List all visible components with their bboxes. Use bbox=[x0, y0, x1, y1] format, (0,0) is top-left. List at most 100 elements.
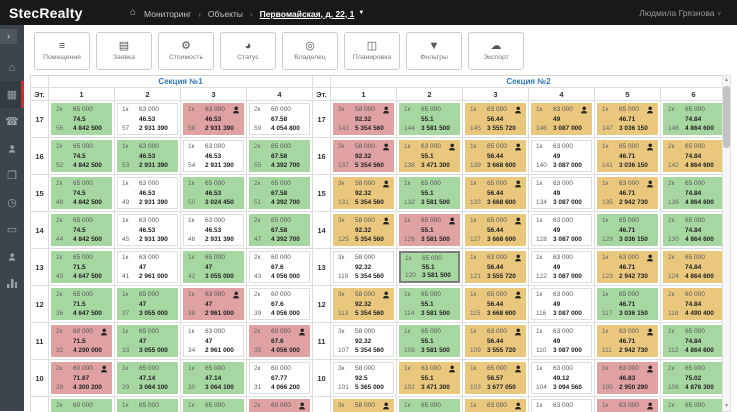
unit-cell[interactable]: 1к 126 65 000 55.1 3 581 500 bbox=[399, 214, 460, 246]
unit-cell[interactable]: 2к 47 65 000 67.58 4 392 700 bbox=[249, 214, 310, 246]
unit-cell[interactable]: 2к 148 65 000 74.84 4 864 600 bbox=[663, 103, 722, 135]
unit-cell[interactable]: 1к 135 63 000 46.71 2 942 730 bbox=[597, 177, 658, 209]
unit-cell[interactable]: 1к 127 65 000 56.44 3 668 600 bbox=[465, 214, 526, 246]
home-icon[interactable]: ⌂ bbox=[130, 7, 137, 18]
sidebar-item-phone[interactable]: ☎ bbox=[0, 108, 24, 135]
scroll-up-icon[interactable]: ▲ bbox=[724, 77, 729, 83]
unit-cell[interactable]: 1к 139 65 000 56.44 3 668 600 bbox=[465, 140, 526, 172]
unit-cell[interactable]: 2к 130 65 000 74.84 4 864 600 bbox=[663, 214, 722, 246]
vertical-scrollbar[interactable]: ▲ ▼ bbox=[722, 75, 731, 412]
unit-cell[interactable]: 1к 50 65 000 46.53 3 024 450 bbox=[183, 177, 244, 209]
unit-cell[interactable]: 1к 128 63 000 49 3 087 000 bbox=[531, 214, 592, 246]
unit-cell[interactable]: 1к 147 65 000 46.71 3 036 150 bbox=[597, 103, 658, 135]
unit-cell[interactable]: 2к 118 60 000 74.84 4 490 400 bbox=[663, 288, 722, 320]
toolbar-button-export-cloud[interactable]: ☁ Экспорт bbox=[468, 32, 524, 70]
unit-cell[interactable]: 1к 111 63 000 46.71 2 942 730 bbox=[597, 325, 658, 357]
unit-cell[interactable]: 1к 57 63 000 46.53 2 931 390 bbox=[117, 103, 178, 135]
unit-cell[interactable]: 1к 41 63 000 47 2 961 000 bbox=[117, 251, 178, 283]
unit-cell[interactable]: 1к 133 65 000 56.44 3 668 600 bbox=[465, 177, 526, 209]
sidebar-expand-button[interactable]: › bbox=[0, 29, 17, 44]
unit-cell[interactable]: 1к 29 65 000 47.14 3 064 100 bbox=[117, 362, 178, 394]
unit-cell[interactable]: 2к 31 60 000 67.77 4 066 200 bbox=[249, 362, 310, 394]
scroll-down-icon[interactable]: ▼ bbox=[724, 403, 729, 409]
sidebar-item-users[interactable] bbox=[0, 243, 24, 270]
unit-cell[interactable]: 1к 129 65 000 46.71 3 036 150 bbox=[597, 214, 658, 246]
sidebar-item-objects-grid[interactable]: ▦ bbox=[0, 81, 24, 108]
sidebar-item-history[interactable]: ◷ bbox=[0, 189, 24, 216]
unit-cell[interactable]: 3к 131 58 000 92.32 5 354 560 bbox=[333, 177, 394, 209]
unit-cell[interactable]: 3к 107 58 000 92.32 5 354 560 bbox=[333, 325, 394, 357]
unit-cell[interactable]: 1к 45 63 000 46.53 2 931 390 bbox=[117, 214, 178, 246]
unit-cell[interactable]: 1к 58 63 000 46.53 2 931 390 bbox=[183, 103, 244, 135]
unit-cell[interactable]: 1к 141 65 000 46.71 3 036 150 bbox=[597, 140, 658, 172]
unit-cell[interactable]: 1к 53 63 000 46.53 2 931 390 bbox=[117, 140, 178, 172]
unit-cell[interactable]: 1к 114 65 000 55.1 3 581 500 bbox=[399, 288, 460, 320]
unit-cell[interactable]: 3к 113 58 000 92.32 5 354 560 bbox=[333, 288, 394, 320]
unit-cell[interactable]: 1к 42 65 000 47 3 055 000 bbox=[183, 251, 244, 283]
unit-cell[interactable]: 1к 121 63 000 56.44 3 555 720 bbox=[465, 251, 526, 283]
unit-cell[interactable]: 1к 103 65 000 56.57 3 677 050 bbox=[465, 362, 526, 394]
unit-cell[interactable]: 1к 144 65 000 55.1 3 581 500 bbox=[399, 103, 460, 135]
unit-cell[interactable]: 1к 110 63 000 49 3 087 000 bbox=[531, 325, 592, 357]
sidebar-item-folders[interactable]: ▭ bbox=[0, 216, 24, 243]
sidebar-item-documents[interactable]: ❐ bbox=[0, 162, 24, 189]
unit-cell[interactable]: 1к 117 65 000 46.71 3 036 150 bbox=[597, 288, 658, 320]
breadcrumb-item[interactable]: Первомайская, д. 22, 1 bbox=[259, 8, 355, 19]
unit-cell[interactable]: 2к 55 65 000 67.58 4 392 700 bbox=[249, 140, 310, 172]
unit-cell[interactable]: 1к 123 63 000 46.71 2 942 730 bbox=[597, 251, 658, 283]
unit-cell[interactable]: 1к 30 65 000 47.14 3 064 100 bbox=[183, 362, 244, 394]
unit-cell[interactable]: 2к 43 60 000 67.6 4 056 000 bbox=[249, 251, 310, 283]
unit-cell[interactable]: 2к 32 60 000 71.5 4 290 000 bbox=[51, 325, 112, 357]
unit-cell[interactable]: 1к 140 63 000 49 3 087 000 bbox=[531, 140, 592, 172]
unit-cell[interactable]: 1к 122 63 000 49 3 087 000 bbox=[531, 251, 592, 283]
unit-cell[interactable]: 1к 146 63 000 49 3 087 000 bbox=[531, 103, 592, 135]
unit-cell[interactable]: 2к 36 65 000 71.5 4 647 500 bbox=[51, 288, 112, 320]
unit-cell[interactable]: 2к 106 65 000 75.02 4 876 300 bbox=[663, 362, 722, 394]
unit-cell[interactable]: 1к 38 63 000 47 2 961 000 bbox=[183, 288, 244, 320]
unit-cell[interactable]: 2к 35 60 000 67.6 4 056 000 bbox=[249, 325, 310, 357]
unit-cell[interactable]: 1к 109 63 000 56.44 3 555 720 bbox=[465, 325, 526, 357]
toolbar-button-filter[interactable]: ▼ Фильтры bbox=[406, 32, 462, 70]
toolbar-button-price-gears[interactable]: ⚙ Стоимость bbox=[158, 32, 214, 70]
unit-cell[interactable]: 1к 49 63 000 46.53 2 931 390 bbox=[117, 177, 178, 209]
unit-cell[interactable]: 1к 54 63 000 46.53 2 931 390 bbox=[183, 140, 244, 172]
unit-cell[interactable]: 1к 134 63 000 49 3 087 000 bbox=[531, 177, 592, 209]
unit-cell[interactable]: 2к 39 60 000 67.6 4 056 000 bbox=[249, 288, 310, 320]
unit-cell[interactable]: 1к 46 63 000 46.53 2 931 390 bbox=[183, 214, 244, 246]
unit-cell[interactable]: 3к 101 58 000 92.5 5 365 000 bbox=[333, 362, 394, 394]
unit-cell[interactable]: 1к 145 63 000 56.44 3 555 720 bbox=[465, 103, 526, 135]
unit-cell[interactable]: 2к 44 65 000 74.5 4 842 500 bbox=[51, 214, 112, 246]
unit-cell[interactable]: 2к 52 65 000 74.5 4 842 500 bbox=[51, 140, 112, 172]
sidebar-item-clients[interactable] bbox=[0, 135, 24, 162]
unit-cell[interactable]: 1к 105 63 000 46.83 2 950 290 bbox=[597, 362, 658, 394]
unit-cell[interactable]: 1к 102 63 000 55.1 3 471 300 bbox=[399, 362, 460, 394]
unit-cell[interactable]: 2к 40 65 000 71.5 4 647 500 bbox=[51, 251, 112, 283]
unit-cell[interactable]: 1к 115 65 000 56.44 3 668 600 bbox=[465, 288, 526, 320]
unit-cell[interactable]: 2к 51 65 000 67.58 4 392 700 bbox=[249, 177, 310, 209]
unit-cell[interactable]: 2к 56 65 000 74.5 4 842 500 bbox=[51, 103, 112, 135]
unit-cell[interactable]: 3к 143 58 000 92.32 5 354 560 bbox=[333, 103, 394, 135]
breadcrumb-item[interactable]: Объекты bbox=[207, 8, 243, 19]
unit-cell[interactable]: 1к 34 63 000 47 2 961 000 bbox=[183, 325, 244, 357]
unit-cell[interactable]: 2к 28 60 000 71.67 4 300 200 bbox=[51, 362, 112, 394]
sidebar-item-home[interactable]: ⌂ bbox=[0, 54, 24, 81]
unit-cell[interactable]: 2к 124 65 000 74.84 4 864 600 bbox=[663, 251, 722, 283]
toolbar-button-status[interactable]: ◕ Статус bbox=[220, 32, 276, 70]
toolbar-button-layout-plan[interactable]: ◫ Планировка bbox=[344, 32, 400, 70]
scroll-thumb[interactable] bbox=[723, 86, 730, 148]
unit-cell[interactable]: 1к 104 63 000 49.12 3 094 560 bbox=[531, 362, 592, 394]
unit-cell[interactable]: 1к 120 65 000 55.1 3 581 500 bbox=[399, 251, 460, 283]
toolbar-button-owner[interactable]: ◎ Владелец bbox=[282, 32, 338, 70]
user-menu[interactable]: Людмила Грязнова ˅ bbox=[639, 8, 737, 18]
unit-cell[interactable]: 2к 142 65 000 74.84 4 864 600 bbox=[663, 140, 722, 172]
